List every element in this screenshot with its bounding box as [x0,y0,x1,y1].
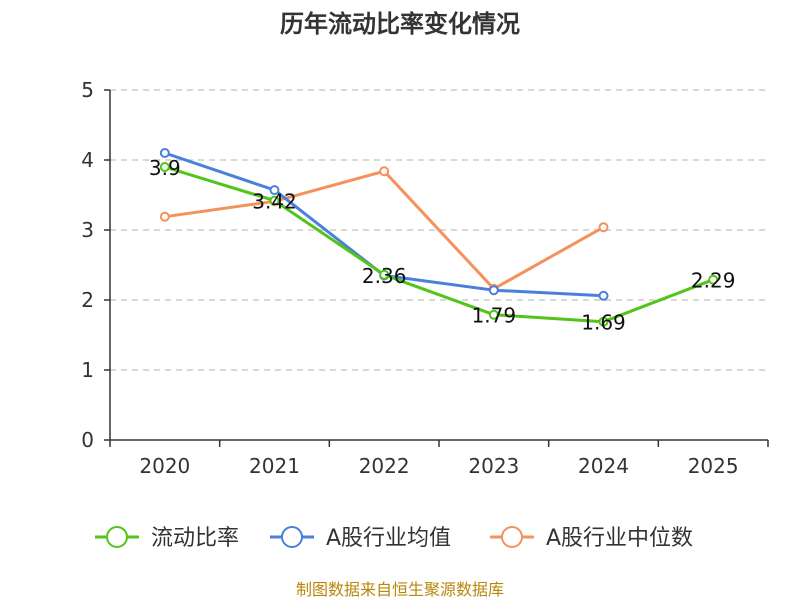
series-group [159,148,719,327]
x-tick-label-2025: 2025 [688,454,739,478]
point-0-2021 [269,195,280,206]
x-tick-label-2022: 2022 [359,454,410,478]
legend-item-1: A股行业均值 [270,526,451,551]
data-label-2022: 2.36 [362,264,407,288]
point-2-2024 [598,222,609,233]
point-0-2025 [708,274,719,285]
legend-marker-2 [501,526,523,548]
legend-item-2: A股行业中位数 [490,526,693,551]
chart-title: 历年流动比率变化情况 [280,10,520,38]
y-tick-label-3: 3 [81,218,94,242]
axes: 0 1 2 3 4 5 2020 2021 2022 2023 2024 2025 [81,78,769,478]
y-tick-label-4: 4 [81,148,94,172]
legend-marker-0 [106,526,128,548]
legend-marker-1 [281,526,303,548]
x-tick-label-2021: 2021 [249,454,300,478]
point-2-2022 [379,166,390,177]
x-tick-label-2020: 2020 [139,454,190,478]
point-1-2023 [488,285,499,296]
data-label-2025: 2.29 [691,269,736,293]
legend-label-2: A股行业中位数 [546,526,693,551]
point-0-2024 [598,316,609,327]
data-label-2021: 3.42 [252,190,297,214]
source-note: 制图数据来自恒生聚源数据库 [296,580,504,599]
y-tick-label-2: 2 [81,288,94,312]
x-tick-label-2024: 2024 [578,454,629,478]
legend-item-0: 流动比率 [95,526,239,551]
point-1-2021 [269,185,280,196]
data-label-2024: 1.69 [581,311,626,335]
data-labels: 3.9 3.42 2.36 1.79 1.69 2.29 [149,156,736,335]
legend-label-0: 流动比率 [151,526,239,551]
point-0-2023 [488,309,499,320]
data-label-2023: 1.79 [472,304,517,328]
point-1-2024 [598,290,609,301]
x-tick-label-2023: 2023 [468,454,519,478]
point-0-2020 [159,162,170,172]
y-tick-label-1: 1 [81,358,94,382]
legend: 流动比率 A股行业均值 A股行业中位数 [95,526,693,551]
series-0 [159,162,719,327]
series-line-0 [164,165,714,324]
y-tick-label-5: 5 [81,78,94,102]
point-0-2022 [379,269,390,280]
point-1-2020 [159,148,170,158]
legend-label-1: A股行业均值 [326,526,451,551]
data-label-2020: 3.9 [149,156,181,180]
point-2-2020 [159,211,170,222]
y-tick-label-0: 0 [81,428,94,452]
